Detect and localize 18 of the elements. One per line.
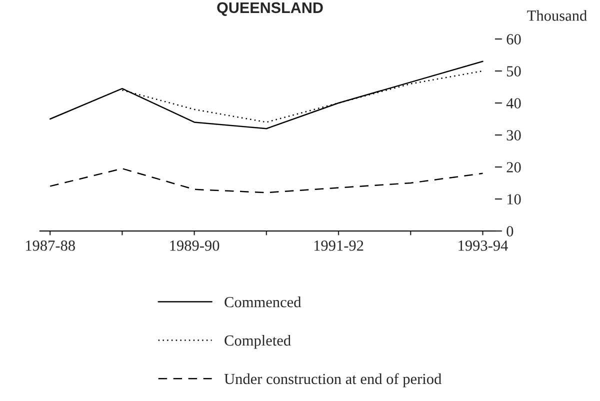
legend-label: Commenced [224, 296, 302, 308]
x-tick-label: 1993-94 [458, 240, 508, 251]
y-tick-label: 40 [506, 98, 521, 108]
y-tick-label: 0 [506, 226, 514, 236]
legend-label: Under construction at end of period [224, 373, 442, 388]
y-tick-label: 20 [506, 162, 521, 172]
legend-label: Completed [224, 334, 291, 349]
y-tick-label: 60 [506, 34, 521, 44]
y-axis-title: Thousand [527, 10, 587, 21]
x-tick-label: 1989-90 [170, 240, 220, 251]
line-series [49, 168, 484, 194]
line-series [49, 60, 484, 130]
x-tick-label: 1987-88 [26, 240, 75, 251]
y-tick-label: 50 [507, 66, 521, 76]
y-tick-label: 10 [507, 194, 521, 204]
chart-title: QUEENSLAND [217, 2, 323, 16]
x-tick-label: 1991-92 [314, 240, 364, 251]
y-tick-label: 30 [506, 130, 521, 140]
